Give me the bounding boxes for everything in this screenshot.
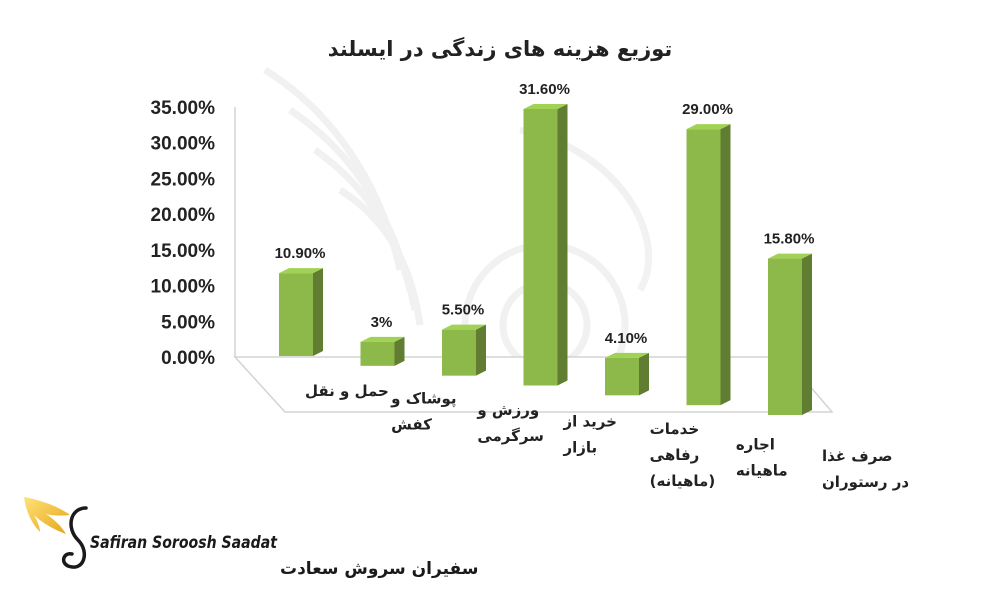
bar: [442, 324, 486, 376]
bar: [279, 268, 323, 356]
data-label: 10.90%: [275, 245, 326, 262]
bar-top: [768, 253, 812, 259]
bar-front: [768, 258, 802, 415]
swan-neck-icon: [61, 506, 88, 569]
bar-top: [279, 268, 323, 274]
bar-front: [523, 109, 558, 386]
category-label: پوشاک و: [390, 390, 456, 409]
category-label: در رستوران: [822, 473, 909, 491]
category-label: رفاهی: [650, 446, 700, 464]
bar-front: [360, 341, 395, 366]
bar-side: [720, 124, 731, 406]
logo-text-fa: سفیران سروش سعادت: [280, 559, 478, 579]
bar-side: [802, 253, 812, 415]
category-label: صرف غذا: [822, 447, 893, 465]
y-tick-label: 35.00%: [151, 98, 216, 119]
wing-icon: [24, 497, 70, 534]
bar-front: [442, 329, 476, 376]
category-label: کفش: [391, 416, 432, 434]
category-label: بازار: [563, 439, 598, 457]
bar-front: [279, 273, 313, 356]
bar-top: [605, 352, 649, 358]
data-label: 4.10%: [605, 330, 648, 347]
bar: [360, 336, 405, 366]
category-label: خدمات: [650, 420, 699, 438]
bar: [523, 104, 568, 386]
category-label: ورزش و: [476, 401, 539, 419]
y-tick-label: 25.00%: [151, 169, 216, 190]
bar-side: [394, 336, 405, 366]
category-label: حمل و نقل: [305, 382, 389, 400]
y-tick-label: 30.00%: [151, 134, 216, 155]
data-label: 31.60%: [519, 81, 570, 98]
bar-top: [523, 104, 568, 109]
logo-text-en: Safiran Soroosh Saadat: [90, 533, 278, 553]
category-label: (ماهیانه): [650, 472, 716, 490]
y-tick-label: 0.00%: [161, 348, 215, 369]
category-label: خرید از: [563, 413, 617, 431]
y-tick-label: 5.00%: [161, 312, 215, 333]
data-label: 3%: [371, 314, 393, 331]
data-labels: 10.90% 3% 5.50% 31.60% 4.10% 29.00% 15.80%: [275, 81, 815, 347]
category-label: اجاره: [736, 436, 775, 454]
data-label: 29.00%: [682, 101, 733, 118]
chart-title: توزیع هزینه های زندگی در ایسلند: [328, 36, 673, 61]
bar: [605, 352, 649, 396]
bar-front: [605, 357, 639, 396]
y-axis-ticks: 0.00% 5.00% 10.00% 15.00% 20.00% 25.00% 30.00%…: [151, 98, 216, 369]
data-label: 15.80%: [764, 231, 815, 248]
bars: [279, 104, 812, 415]
bar-top: [442, 324, 486, 330]
bar-side: [476, 324, 486, 376]
data-label: 5.50%: [442, 302, 485, 319]
bar-top: [360, 336, 405, 342]
category-label: ماهیانه: [736, 462, 788, 480]
bar-side: [557, 104, 568, 386]
bar-side: [313, 268, 323, 356]
bar: [686, 124, 731, 406]
bar-top: [686, 124, 731, 130]
y-tick-label: 20.00%: [151, 205, 216, 226]
bar-front: [686, 129, 721, 406]
company-logo: Safiran Soroosh Saadat سفیران سروش سعادت: [24, 497, 478, 579]
category-labels: حمل و نقل پوشاک و کفش ورزش و سرگرمی خرید از با…: [305, 382, 909, 491]
y-tick-label: 10.00%: [151, 277, 216, 298]
bar-side: [639, 352, 649, 396]
bar: [768, 253, 812, 415]
y-tick-label: 15.00%: [151, 241, 216, 262]
category-label: سرگرمی: [477, 427, 544, 445]
